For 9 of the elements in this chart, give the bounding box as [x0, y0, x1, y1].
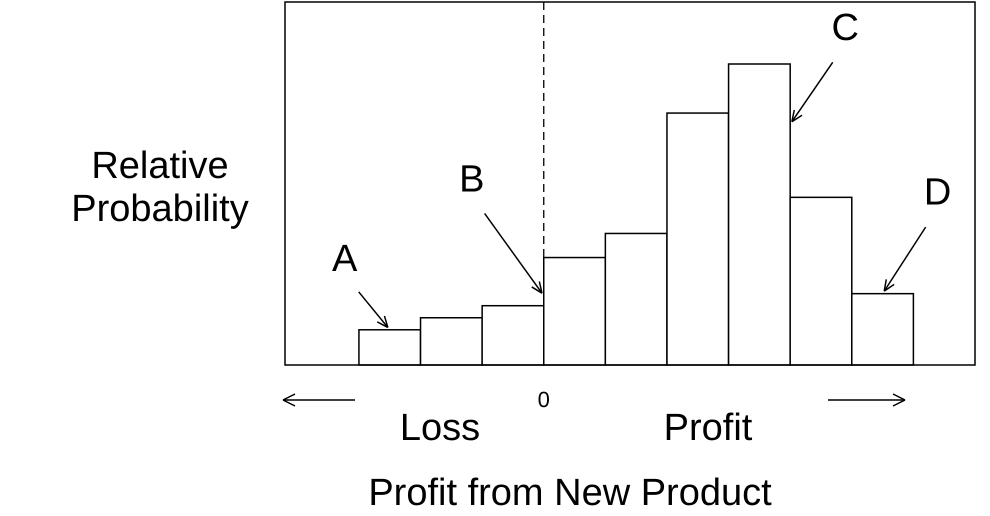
- text: A: [332, 238, 358, 280]
- text: Loss: [400, 407, 480, 449]
- text: D: [924, 172, 952, 214]
- text: 0: [538, 387, 550, 412]
- annotation: B: [459, 158, 484, 201]
- text: C: [831, 7, 859, 50]
- text: Profit: [664, 407, 753, 449]
- y-axis-title: Relative Probability: [71, 145, 249, 230]
- x-axis-title: Profit from New Product: [368, 472, 772, 514]
